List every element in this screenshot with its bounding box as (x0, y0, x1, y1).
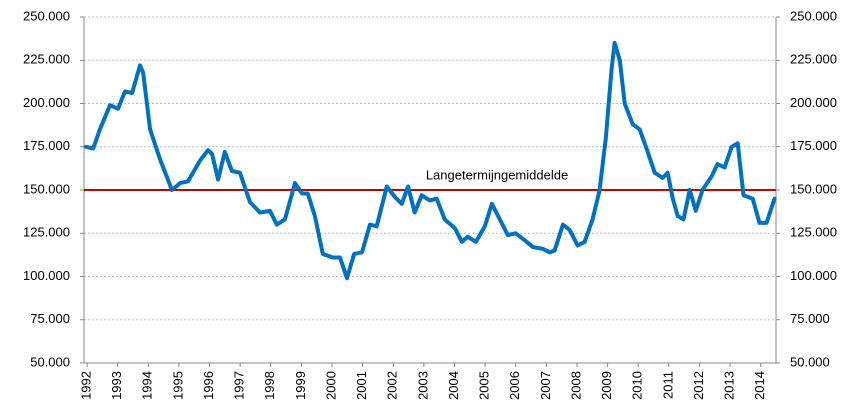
y2-tick-label: 75.000 (790, 311, 830, 326)
x-tick-label: 1995 (170, 371, 185, 400)
y2-tick-label: 175.000 (790, 138, 837, 153)
x-tick-label: 2002 (385, 371, 400, 400)
y2-tick-label: 200.000 (790, 95, 837, 110)
x-tick-label: 2013 (722, 371, 737, 400)
x-tick-label: 2003 (415, 371, 430, 400)
x-tick-label: 1999 (293, 371, 308, 400)
x-tick-label: 2005 (477, 371, 492, 400)
y-tick-label: 250.000 (23, 8, 70, 23)
y-tick-label: 225.000 (23, 52, 70, 67)
y2-tick-label: 125.000 (790, 225, 837, 240)
x-tick-label: 1996 (201, 371, 216, 400)
y-tick-label: 200.000 (23, 95, 70, 110)
x-tick-label: 1997 (232, 371, 247, 400)
reference-label: Langetermijngemiddelde (426, 167, 568, 182)
x-tick-label: 2010 (630, 371, 645, 400)
x-tick-label: 1992 (78, 371, 93, 400)
x-tick-label: 2008 (568, 371, 583, 400)
x-tick-label: 2012 (691, 371, 706, 400)
y-tick-label: 50.000 (30, 354, 70, 369)
x-tick-label: 2001 (354, 371, 369, 400)
y-tick-label: 100.000 (23, 268, 70, 283)
x-tick-label: 2006 (507, 371, 522, 400)
y-tick-label: 150.000 (23, 181, 70, 196)
x-tick-label: 2014 (752, 371, 767, 400)
y-tick-label: 175.000 (23, 138, 70, 153)
y2-tick-label: 100.000 (790, 268, 837, 283)
y2-tick-label: 225.000 (790, 52, 837, 67)
series-line (84, 40, 777, 281)
x-tick-label: 1994 (140, 371, 155, 400)
y2-tick-label: 250.000 (790, 8, 837, 23)
x-tick-label: 2009 (599, 371, 614, 400)
x-tick-label: 2007 (538, 371, 553, 400)
y2-tick-label: 150.000 (790, 181, 837, 196)
y-tick-label: 75.000 (30, 311, 70, 326)
x-tick-label: 2011 (660, 371, 675, 399)
x-tick-label: 1998 (262, 371, 277, 400)
x-tick-label: 2000 (323, 371, 338, 400)
x-tick-label: 2004 (446, 371, 461, 400)
y2-tick-label: 50.000 (790, 354, 830, 369)
y-tick-label: 125.000 (23, 225, 70, 240)
x-tick-label: 1993 (109, 371, 124, 400)
